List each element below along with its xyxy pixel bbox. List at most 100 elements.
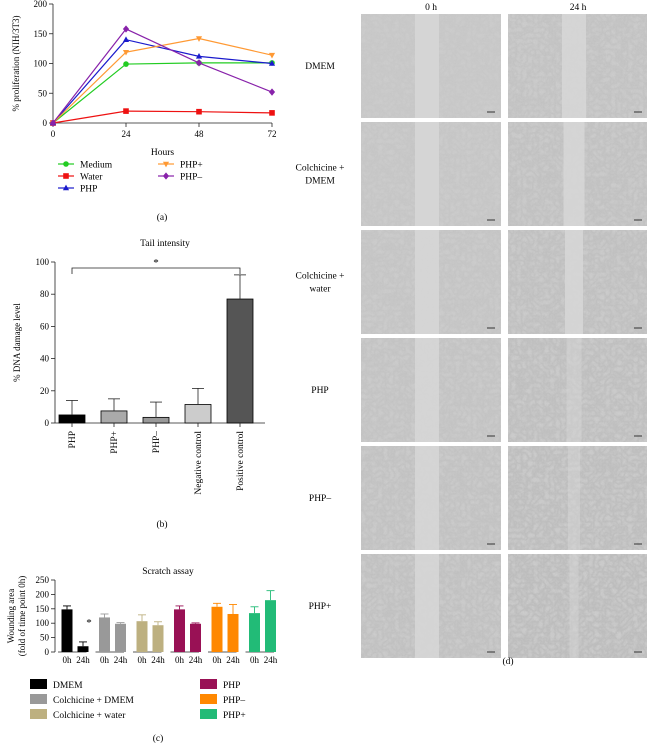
micrograph-0-1 xyxy=(361,122,501,226)
y-tick-label: 40 xyxy=(40,354,50,364)
bar xyxy=(115,623,126,652)
legend-swatch xyxy=(200,679,217,689)
row-label: water xyxy=(309,285,331,295)
x-tick-label: 24h xyxy=(264,655,278,665)
series-point xyxy=(268,60,276,66)
y-axis-label: (fold of time point 0h) xyxy=(17,576,27,657)
legend-swatch xyxy=(30,694,47,704)
series-point xyxy=(123,61,129,67)
row-label: PHP xyxy=(311,386,328,396)
category-label: PHP– xyxy=(152,431,162,453)
x-tick-label: 24h xyxy=(114,655,128,665)
bar xyxy=(265,600,276,652)
x-axis-label: Hours xyxy=(151,148,175,158)
x-tick-label: 48 xyxy=(195,129,205,139)
scratch-gap xyxy=(415,338,439,442)
legend-label: PHP– xyxy=(223,696,245,706)
legend-label: Colchicine + water xyxy=(53,711,126,721)
bar xyxy=(152,625,164,652)
column-header: 24 h xyxy=(570,3,587,13)
y-tick-label: 250 xyxy=(36,575,50,585)
series-line-2 xyxy=(52,39,273,124)
scratch-gap xyxy=(415,446,439,550)
legend-marker xyxy=(63,161,69,167)
significance-star: * xyxy=(86,617,92,629)
series-point xyxy=(268,52,276,59)
x-tick-label: 72 xyxy=(268,129,277,139)
row-label: PHP– xyxy=(309,494,331,504)
scratch-gap xyxy=(569,554,579,658)
bar xyxy=(226,298,254,424)
category-label: Positive control xyxy=(236,431,246,491)
legend-marker xyxy=(162,161,170,168)
row-label: DMEM xyxy=(305,62,335,72)
panel-label: (c) xyxy=(153,733,164,744)
legend-swatch xyxy=(200,694,217,704)
series-point xyxy=(268,88,276,96)
y-tick-label: 200 xyxy=(34,0,48,9)
row-label: Colchicine + xyxy=(296,164,345,174)
significance-bracket xyxy=(71,267,241,274)
x-tick-label: 0h xyxy=(175,655,185,665)
micrograph-1-1 xyxy=(508,122,647,226)
series-point xyxy=(49,119,57,127)
series-line-4 xyxy=(52,28,273,124)
micrograph-1-2 xyxy=(508,230,647,334)
bar xyxy=(142,416,170,424)
category-label: PHP+ xyxy=(110,431,120,454)
y-axis-label: % proliferation (NIH/3T3) xyxy=(11,16,21,112)
legend-label: PHP xyxy=(80,185,97,195)
micrograph-1-0 xyxy=(508,14,647,118)
y-tick-label: 200 xyxy=(36,589,50,599)
series-point xyxy=(123,108,129,114)
y-tick-label: 80 xyxy=(40,289,50,299)
legend-label: PHP+ xyxy=(223,711,246,721)
scratch-gap xyxy=(415,122,439,226)
x-tick-label: 0h xyxy=(213,655,223,665)
panel-a: 0 50 100 150 200 0 24 48 72 Hours % proliferation … xyxy=(11,0,277,223)
micrograph-1-5 xyxy=(508,554,647,658)
y-tick-label: 60 xyxy=(40,321,50,331)
legend-label: Colchicine + DMEM xyxy=(53,696,134,706)
row-label: PHP+ xyxy=(309,602,332,612)
legend-label: PHP– xyxy=(180,173,202,183)
y-tick-label: 150 xyxy=(36,604,50,614)
y-tick-label: 0 xyxy=(45,647,50,657)
significance-star: * xyxy=(153,257,159,269)
legend-marker xyxy=(63,173,69,179)
legend-swatch xyxy=(30,679,47,689)
column-header: 0 h xyxy=(425,3,437,13)
scratch-gap xyxy=(565,230,583,334)
y-tick-label: 150 xyxy=(34,29,48,39)
bar xyxy=(184,404,212,424)
series-point xyxy=(195,36,203,42)
micrograph-0-0 xyxy=(361,14,501,118)
x-tick-label: 24h xyxy=(151,655,165,665)
bar xyxy=(227,613,239,652)
scratch-gap xyxy=(562,14,586,118)
x-tick-label: 24 xyxy=(122,129,132,139)
chart-title: Scratch assay xyxy=(142,567,194,577)
panel-label: (d) xyxy=(502,656,513,667)
legend-marker xyxy=(162,172,170,180)
scratch-gap xyxy=(568,446,580,550)
y-tick-label: 0 xyxy=(45,418,50,428)
bar xyxy=(136,621,148,652)
scratch-gap xyxy=(415,14,439,118)
y-axis-label: Wounding area xyxy=(6,589,16,644)
scratch-gap xyxy=(563,122,585,226)
y-tick-label: 100 xyxy=(34,59,48,69)
y-tick-label: 100 xyxy=(36,618,50,628)
micrograph-0-3 xyxy=(361,338,501,442)
bar xyxy=(174,609,185,652)
cell-texture xyxy=(508,446,647,550)
micrograph-1-4 xyxy=(508,446,647,550)
scratch-gap xyxy=(415,230,439,334)
bar xyxy=(61,609,73,652)
series-line-0 xyxy=(52,62,272,124)
panel-b: Tail intensity 0 20 40 60 80 100 % DNA damage l… xyxy=(12,239,265,530)
scratch-gap xyxy=(415,554,439,658)
panel-label: (a) xyxy=(157,212,168,223)
series-point xyxy=(195,53,203,59)
panel-d: 0 h 24 h DMEM Colchicine + DMEM Colchicine + w… xyxy=(296,3,647,667)
